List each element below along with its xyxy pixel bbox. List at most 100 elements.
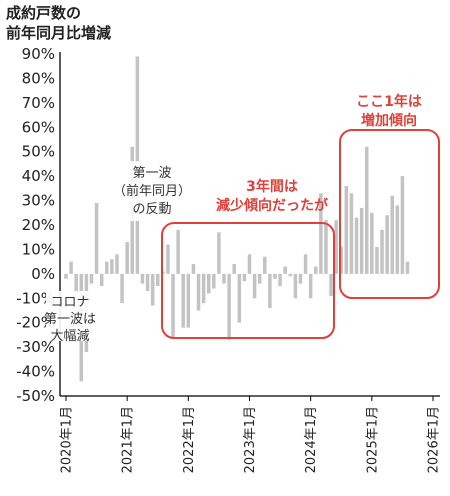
bar-2023-02 xyxy=(252,273,257,299)
bar-2023-07 xyxy=(278,273,282,287)
annotation-rebound-line: の反動 xyxy=(132,202,171,217)
bar-2025-08 xyxy=(405,261,410,274)
annotation-covid-line: コロナ xyxy=(50,295,89,310)
highlight-box-decline xyxy=(161,222,335,339)
highlight-box-increase xyxy=(339,129,440,299)
chart-title: 成約戸数の 前年同月比増減 xyxy=(6,4,111,42)
x-tick-label: 2022年1月 xyxy=(182,406,197,473)
bar-2023-10 xyxy=(293,273,298,299)
bar-2023-05 xyxy=(268,273,272,309)
bar-2021-10 xyxy=(171,273,175,338)
bar-2024-11 xyxy=(359,207,364,274)
bar-2023-09 xyxy=(288,273,293,277)
bar-2022-06 xyxy=(212,273,216,289)
annotation-increase-line: 増加傾向 xyxy=(361,112,417,129)
bar-2022-03 xyxy=(196,273,201,311)
bar-2021-11 xyxy=(176,229,180,274)
bar-2020-08 xyxy=(99,273,104,287)
bar-2022-07 xyxy=(217,232,221,274)
bar-2021-01 xyxy=(125,242,129,274)
bar-2024-04 xyxy=(324,220,328,274)
bar-2020-11 xyxy=(115,254,119,274)
bar-2022-05 xyxy=(206,273,211,294)
y-tick-label: 40% xyxy=(22,167,55,185)
bar-2020-03 xyxy=(74,273,78,294)
bar-2021-12 xyxy=(181,273,185,328)
bar-2020-12 xyxy=(120,273,124,304)
bar-2025-01 xyxy=(370,212,374,274)
y-tick-label: 10% xyxy=(22,240,55,258)
annotation-rebound-line: 第一波 xyxy=(132,166,171,181)
bar-2020-07 xyxy=(94,203,99,274)
bar-2025-04 xyxy=(385,215,389,274)
bar-2024-01 xyxy=(308,273,313,299)
bar-2022-08 xyxy=(222,273,226,284)
y-axis: -50% -40% -30% -20% -10% 0% 10% 20% 30% 40% 50% 60%… xyxy=(16,45,61,405)
bar-2025-07 xyxy=(400,176,405,274)
y-tick-label: 30% xyxy=(22,192,55,210)
bar-2020-06 xyxy=(89,273,94,284)
bar-2022-12 xyxy=(242,273,247,282)
bar-2022-01 xyxy=(186,273,191,328)
y-tick-label: 90% xyxy=(22,45,55,63)
annotation-bg xyxy=(46,291,94,341)
bar-2024-08 xyxy=(344,185,349,274)
chart-title-line-1: 成約戸数の xyxy=(6,4,81,22)
bar-2023-06 xyxy=(273,273,277,279)
bar-2025-06 xyxy=(395,205,400,274)
y-tick-label: 0% xyxy=(31,265,55,283)
annotation-decline-line: 3年間は xyxy=(246,178,298,195)
bar-2025-02 xyxy=(375,246,379,274)
x-tick-label: 2026年1月 xyxy=(427,406,442,473)
annotation-rebound: 第一波 （前年同月） の反動 xyxy=(113,166,191,217)
y-tick-label: 20% xyxy=(22,216,55,234)
bar-2023-04 xyxy=(263,256,267,274)
bar-2024-02 xyxy=(314,266,318,274)
bar-2025-03 xyxy=(380,229,384,274)
bar-2022-09 xyxy=(227,273,231,340)
bar-2022-10 xyxy=(232,264,236,274)
y-tick-label: 60% xyxy=(22,118,55,136)
bar-2022-04 xyxy=(201,273,206,304)
bar-2021-07 xyxy=(156,273,160,287)
x-tick-label: 2024年1月 xyxy=(304,406,319,473)
y-tick-label: 50% xyxy=(22,143,55,161)
bar-2021-04 xyxy=(140,273,145,284)
x-tick-label: 2020年1月 xyxy=(60,406,75,473)
annotation-bg xyxy=(114,161,190,221)
bar-2024-05 xyxy=(329,273,333,296)
bar-2020-09 xyxy=(105,261,109,274)
y-tick-label: -40% xyxy=(16,363,55,381)
chart-title-line-2: 前年同月比増減 xyxy=(6,24,111,42)
bar-2023-01 xyxy=(247,254,252,274)
bar-2022-11 xyxy=(237,273,242,323)
annotation-decline-line: 減少傾向だったが xyxy=(216,197,329,214)
bar-2024-03 xyxy=(319,193,323,274)
x-tick-label: 2025年1月 xyxy=(365,406,380,473)
y-tick-label: 70% xyxy=(22,94,55,112)
annotation-rebound-line: （前年同月） xyxy=(113,183,191,199)
y-tick-label: -10% xyxy=(16,289,55,307)
bar-2021-05 xyxy=(145,273,150,291)
bar-2024-07 xyxy=(339,246,343,274)
x-tick-label: 2021年1月 xyxy=(121,406,136,473)
bar-2023-08 xyxy=(283,266,287,274)
bar-2023-03 xyxy=(257,273,262,284)
annotation-covid-line: 第一波は xyxy=(44,312,96,327)
bar-2024-10 xyxy=(354,217,359,274)
bar-2024-06 xyxy=(334,220,338,274)
x-axis: 2020年1月 2021年1月 2022年1月 2023年1月 2024年1月 2025年… xyxy=(60,395,442,473)
bar-2021-06 xyxy=(150,273,155,306)
bar-2023-12 xyxy=(303,254,308,274)
bar-2021-09 xyxy=(166,244,170,274)
bar-2023-11 xyxy=(298,273,303,284)
bar-2025-05 xyxy=(390,195,394,274)
bar-2024-09 xyxy=(349,193,354,274)
y-tick-label: 80% xyxy=(22,69,55,87)
y-tick-label: -30% xyxy=(16,338,55,356)
